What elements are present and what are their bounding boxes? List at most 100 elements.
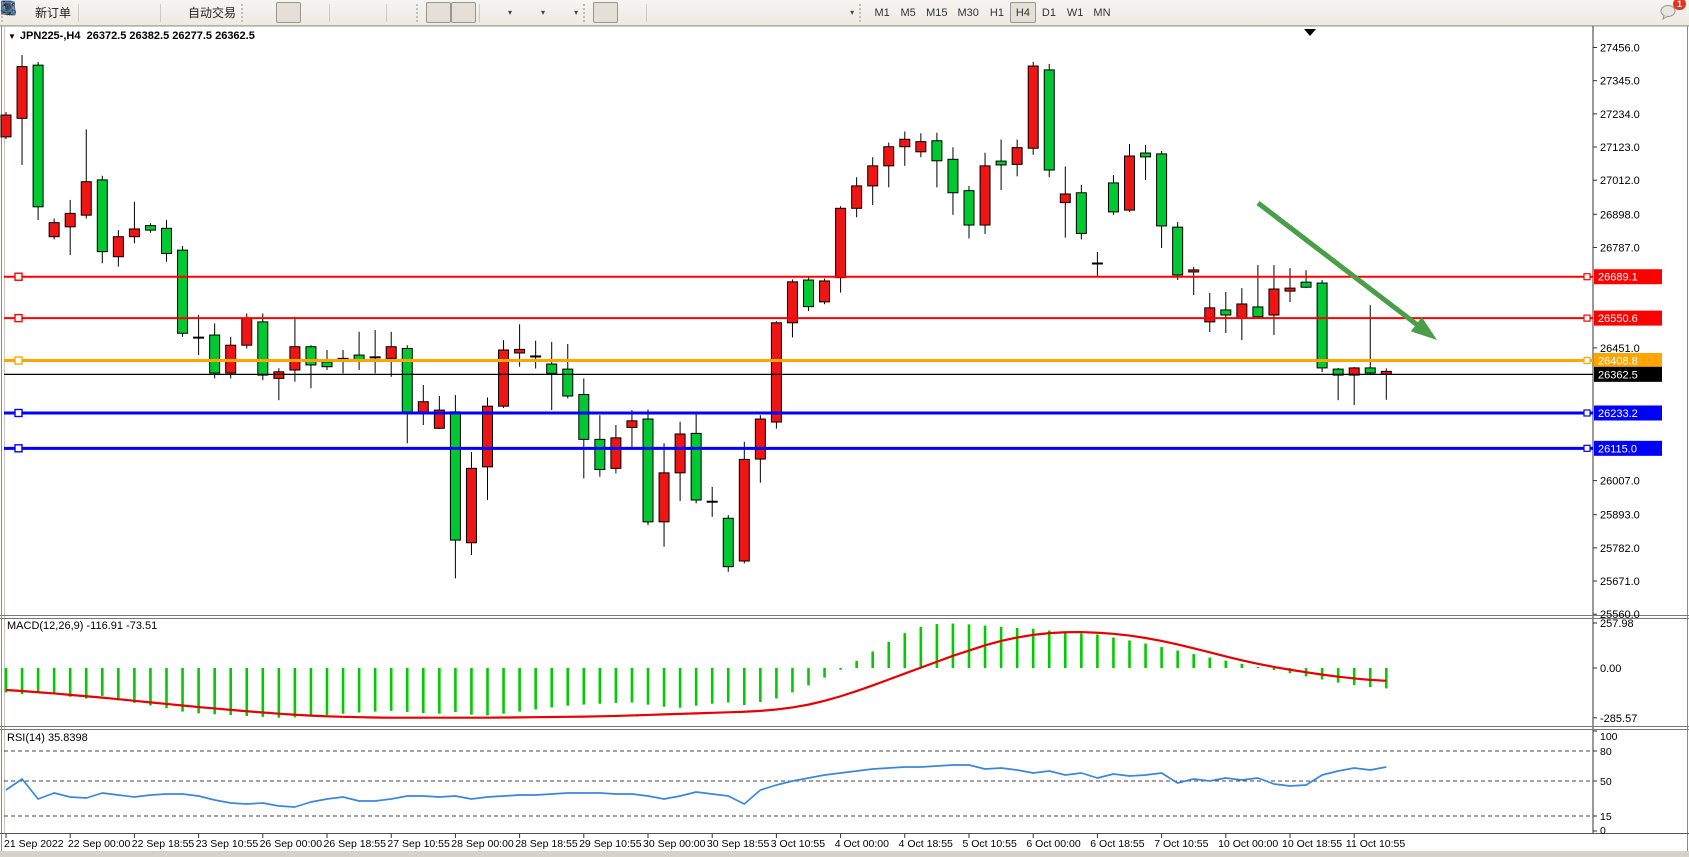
svg-text:21 Sep 2022: 21 Sep 2022 — [4, 838, 64, 850]
svg-text:27234.0: 27234.0 — [1600, 109, 1640, 121]
rsi-pane: 100 80 50 15 0 — [4, 730, 1618, 837]
macd-pane: 257.98 0.00 -285.57 — [4, 618, 1637, 725]
crosshair-icon — [1, 1, 639, 21]
timeframe-m30[interactable]: M30 — [953, 2, 984, 23]
arrows-button[interactable]: ▾ — [1, 1, 858, 23]
svg-text:4 Oct 18:55: 4 Oct 18:55 — [899, 838, 953, 850]
macd-name: MACD(12,26,9) — [7, 620, 84, 632]
candle-chart-button[interactable] — [2, 1, 302, 23]
toolbar-grip[interactable] — [583, 3, 592, 22]
toolbar-grip[interactable] — [859, 3, 868, 22]
timeframe-d1[interactable]: D1 — [1036, 2, 1062, 23]
text-label-button[interactable]: T — [1, 2, 825, 23]
chart-shift-marker — [1304, 29, 1316, 36]
line-chart-button[interactable] — [0, 2, 326, 23]
notification-badge: 1 — [1672, 0, 1686, 10]
line-chart-icon — [0, 2, 322, 21]
timeframe-h4[interactable]: H4 — [1009, 2, 1036, 23]
zoom-out-icon — [1, 1, 379, 21]
timeframe-w1[interactable]: W1 — [1062, 2, 1089, 23]
timeframe-m1[interactable]: M1 — [869, 2, 895, 23]
symbol-period: JPN225-,H4 — [19, 30, 81, 42]
timeframe-m15[interactable]: M15 — [921, 2, 952, 23]
notifications-button[interactable]: 1 — [1658, 0, 1686, 23]
price-axis: 27456.0 27345.0 27234.0 27123.0 27012.0 26898… — [1593, 43, 1640, 621]
tile-windows-button[interactable] — [1, 1, 415, 23]
trend-arrow[interactable] — [1256, 201, 1437, 340]
zoom-out-button[interactable] — [1, 1, 383, 23]
svg-text:11 Oct 10:55: 11 Oct 10:55 — [1346, 838, 1406, 850]
svg-text:10 Oct 00:00: 10 Oct 00:00 — [1218, 838, 1278, 850]
channel-icon: E — [0, 1, 746, 21]
svg-text:26451.0: 26451.0 — [1600, 343, 1640, 355]
auto-scroll-icon — [1, 2, 447, 21]
channel-button[interactable]: E — [0, 1, 750, 23]
chevron-down-icon: ▼ — [8, 32, 16, 41]
svg-text:257.98: 257.98 — [1600, 618, 1634, 630]
svg-text:22 Sep 18:55: 22 Sep 18:55 — [132, 838, 195, 850]
ohlc-open: 26372.5 — [86, 30, 127, 42]
community-button[interactable] — [0, 1, 132, 23]
toolbar-grip[interactable] — [416, 3, 425, 22]
chart-title[interactable]: ▼ JPN225-,H4 26372.5 26382.5 26277.5 2636… — [8, 30, 255, 42]
signal-icon — [4, 1, 153, 21]
timeframe-h1[interactable]: H1 — [984, 2, 1010, 23]
autotrade-label: 自动交易 — [188, 6, 237, 20]
new-order-button[interactable]: 新订单 — [1, 0, 75, 23]
svg-text:3 Oct 10:55: 3 Oct 10:55 — [771, 838, 825, 850]
text-a-button[interactable]: A — [4, 2, 800, 23]
horizontal-lines-layer[interactable] — [4, 272, 1593, 453]
arrows-icon — [1, 1, 846, 21]
toolbar-separator — [646, 3, 648, 22]
timeframe-m5[interactable]: M5 — [895, 2, 921, 23]
trendline-icon — [1, 2, 721, 21]
svg-text:23 Sep 10:55: 23 Sep 10:55 — [196, 838, 259, 850]
rsi-indicator-label: RSI(14) 35.8398 — [7, 732, 88, 744]
bar-chart-icon — [1, 2, 272, 21]
dropdown-caret: ▾ — [508, 8, 513, 17]
svg-text:0: 0 — [1600, 825, 1606, 837]
toolbar-grip[interactable] — [241, 3, 250, 22]
clock-icon — [1, 1, 537, 21]
bar-chart-button[interactable] — [1, 2, 276, 23]
toolbar-separator — [386, 3, 388, 22]
trendline-button[interactable] — [1, 2, 725, 23]
svg-text:25671.0: 25671.0 — [1600, 576, 1640, 588]
chart-shift-icon — [1, 2, 472, 21]
horizontal-line-button[interactable] — [2, 2, 700, 23]
fibonacci-button[interactable]: F — [1, 2, 775, 23]
chart-shift-button[interactable] — [1, 2, 477, 23]
zoom-in-button[interactable] — [1, 1, 358, 23]
chart-shift-marker[interactable] — [1304, 29, 1316, 36]
cursor-button[interactable] — [3, 0, 619, 23]
candles-layer[interactable] — [0, 54, 1392, 579]
svg-text:22 Sep 00:00: 22 Sep 00:00 — [68, 838, 131, 850]
svg-text:26233.2: 26233.2 — [1598, 408, 1638, 420]
svg-text:28 Sep 18:55: 28 Sep 18:55 — [515, 838, 578, 850]
time-axis: 21 Sep 2022 22 Sep 00:00 22 Sep 18:55 23 Se… — [4, 833, 1406, 850]
crosshair-button[interactable] — [1, 1, 643, 23]
signal-button[interactable] — [4, 1, 157, 23]
dropdown-caret: ▾ — [574, 8, 579, 17]
svg-text:26898.0: 26898.0 — [1600, 209, 1640, 221]
svg-text:26408.8: 26408.8 — [1598, 356, 1638, 368]
dropdown-caret: ▾ — [850, 8, 855, 17]
search-button[interactable] — [1, 1, 1658, 23]
svg-text:50: 50 — [1600, 776, 1612, 788]
vertical-line-button[interactable] — [7, 2, 675, 23]
svg-text:29 Sep 10:55: 29 Sep 10:55 — [579, 838, 642, 850]
svg-text:27 Sep 10:55: 27 Sep 10:55 — [387, 838, 450, 850]
sounds-button[interactable] — [1, 2, 107, 23]
new-chart-button[interactable]: ▾ — [1, 1, 516, 23]
auto-scroll-button[interactable] — [1, 2, 452, 23]
profiles-button[interactable]: ▾ — [1, 2, 582, 23]
search-icon — [1, 1, 1654, 21]
svg-text:26362.5: 26362.5 — [1598, 369, 1638, 381]
timeframe-mn[interactable]: MN — [1088, 2, 1115, 23]
svg-text:26115.0: 26115.0 — [1598, 443, 1637, 455]
svg-text:0.00: 0.00 — [1600, 663, 1621, 675]
autotrade-button[interactable]: 自动交易 — [1, 2, 240, 23]
clock-button[interactable]: ▾ — [1, 1, 549, 23]
